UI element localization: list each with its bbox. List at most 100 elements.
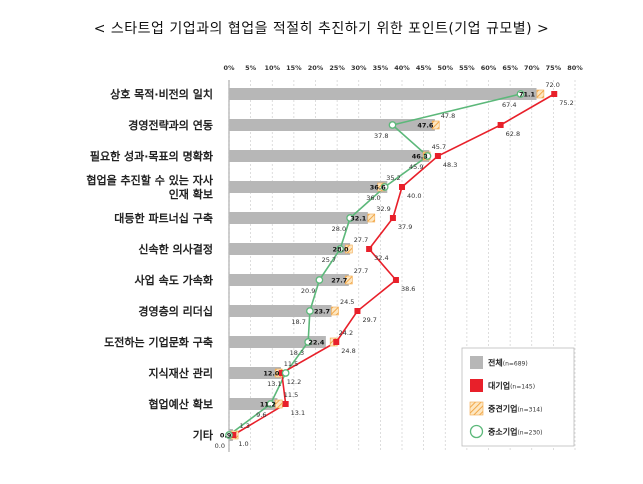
- data-label-large: 37.9: [398, 223, 412, 231]
- x-tick-label: 5%: [245, 64, 257, 72]
- data-label-mid: 72.0: [545, 81, 559, 89]
- bar: [229, 150, 430, 162]
- data-label-small: 20.9: [301, 287, 315, 295]
- category-label: 협업예산 확보: [148, 397, 213, 411]
- marker-large: [366, 246, 373, 252]
- marker-small: [304, 338, 312, 346]
- data-label-small: 25.7: [322, 256, 336, 264]
- marker-small: [423, 152, 432, 160]
- marker-small: [336, 245, 345, 253]
- data-label-total: 28.0: [333, 246, 350, 254]
- bar: [229, 305, 332, 317]
- x-tick-label: 35%: [373, 64, 389, 72]
- bar: [229, 119, 435, 131]
- marker-small: [380, 183, 389, 191]
- bar: [229, 336, 326, 348]
- data-label-mid: 35.2: [386, 174, 400, 182]
- category-label: 지식재산 관리: [148, 366, 213, 380]
- data-label-mid: 24.5: [340, 298, 354, 306]
- category-label: 필요한 성과·목표의 명확화: [90, 149, 213, 163]
- marker-mid: [367, 213, 376, 223]
- data-label-mid: 27.7: [354, 267, 368, 275]
- x-tick-label: 30%: [351, 64, 367, 72]
- marker-large: [497, 122, 504, 128]
- data-label-large: 1.0: [238, 440, 248, 448]
- x-tick-label: 45%: [416, 64, 432, 72]
- legend-label: 중소기업(n=230): [488, 427, 542, 437]
- chart-title: < 스타트업 기업과의 협업을 적절히 추진하기 위한 포인트(기업 규모별) …: [93, 21, 550, 37]
- data-label-total: 12.0: [263, 370, 280, 378]
- x-tick-label: 55%: [459, 64, 475, 72]
- marker-large: [333, 339, 340, 345]
- marker-small: [315, 276, 324, 284]
- x-tick-label: 80%: [567, 64, 583, 72]
- x-tick-label: 0%: [223, 64, 235, 72]
- bar: [229, 243, 351, 255]
- marker-large: [278, 370, 285, 376]
- category-label: 사업 속도 가속화: [135, 273, 214, 287]
- data-label-large: 62.8: [506, 130, 520, 138]
- marker-mid: [331, 306, 339, 316]
- data-label-mid: 11.5: [284, 391, 298, 399]
- data-label-mid: 27.7: [354, 236, 368, 244]
- data-label-small: 28.0: [332, 225, 346, 233]
- legend-swatch-mid: [469, 401, 484, 416]
- bar: [229, 181, 388, 193]
- legend-label: 중견기업(n=314): [488, 404, 542, 414]
- category-label: 경영층의 리더십: [138, 304, 213, 318]
- data-label-small: 37.8: [374, 132, 388, 140]
- marker-small: [306, 307, 314, 315]
- x-tick-label: 25%: [329, 64, 345, 72]
- data-label-large: 75.2: [559, 99, 573, 107]
- legend-swatch-total: [470, 356, 483, 369]
- marker-mid: [274, 399, 283, 409]
- data-label-large: 13.1: [291, 409, 305, 417]
- data-label-total: 47.6: [417, 122, 434, 130]
- marker-large: [389, 215, 396, 221]
- data-label-mid: 1.3: [240, 422, 250, 430]
- data-label-total: 22.4: [308, 339, 325, 347]
- marker-small: [516, 90, 525, 98]
- marker-small: [346, 214, 354, 222]
- marker-mid: [345, 275, 353, 285]
- marker-mid: [536, 89, 545, 99]
- category-label: 대등한 파트너십 구축: [114, 211, 213, 225]
- data-label-total: 27.7: [331, 277, 347, 285]
- data-label-small: 9.6: [256, 411, 266, 419]
- x-tick-label: 50%: [437, 64, 453, 72]
- data-label-total: 71.1: [519, 91, 536, 99]
- category-label: 경영전략과의 연동: [128, 118, 213, 132]
- marker-small: [388, 121, 397, 129]
- data-label-large: 12.2: [287, 378, 301, 386]
- data-label-total: 36.6: [370, 184, 387, 192]
- bar: [229, 367, 281, 379]
- bar: [229, 212, 368, 224]
- x-tick-label: 40%: [394, 64, 410, 72]
- marker-large: [230, 432, 237, 438]
- data-label-mid: 24.2: [339, 329, 353, 337]
- data-label-small: 0.0: [215, 442, 225, 450]
- category-label: 상호 목적·비전의 일치: [110, 87, 213, 101]
- marker-large: [551, 91, 558, 97]
- marker-large: [282, 401, 289, 407]
- data-label-large: 38.6: [401, 285, 415, 293]
- marker-large: [392, 277, 399, 283]
- data-label-total: 11.2: [260, 401, 276, 409]
- data-label-small: 13.1: [267, 380, 281, 388]
- category-label: 신속한 의사결정: [138, 242, 213, 256]
- data-label-total: 0.9: [220, 432, 232, 440]
- x-tick-label: 60%: [481, 64, 497, 72]
- data-label-mid: 32.9: [376, 205, 390, 213]
- marker-mid: [345, 244, 353, 254]
- marker-small: [225, 431, 233, 439]
- x-tick-label: 75%: [546, 64, 562, 72]
- data-label-large: 24.8: [341, 347, 355, 355]
- data-label-total: 46.3: [412, 153, 428, 161]
- data-label-small: 36.0: [366, 194, 380, 202]
- data-label-large: 32.4: [374, 254, 388, 262]
- x-tick-label: 15%: [286, 64, 302, 72]
- marker-large: [399, 184, 405, 190]
- series-line-large: [232, 93, 555, 436]
- data-label-total: 32.1: [350, 215, 367, 223]
